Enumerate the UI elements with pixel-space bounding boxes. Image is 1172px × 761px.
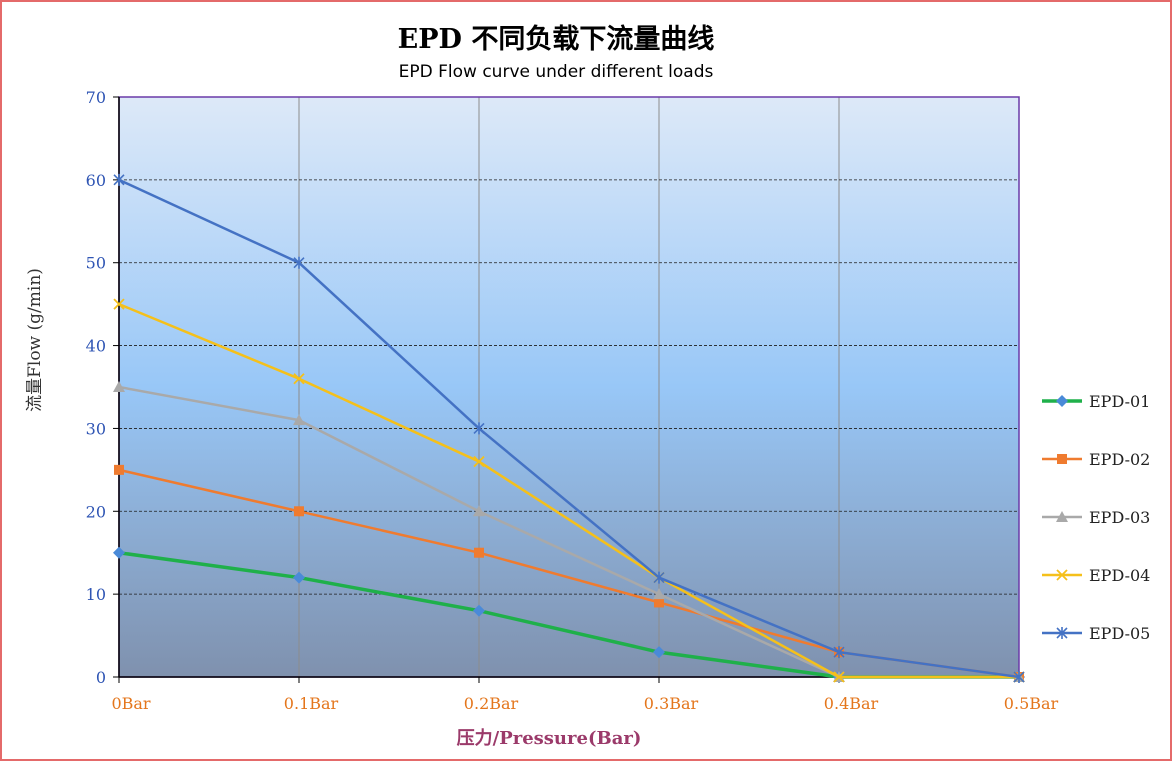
data-point-star (113, 173, 125, 186)
data-point-x (113, 298, 125, 310)
data-point-star (473, 422, 485, 435)
legend-item-epd-05: EPD-05 (1042, 624, 1150, 643)
legend-label: EPD-01 (1089, 392, 1150, 411)
data-point-star (1013, 671, 1025, 683)
y-tick-label: 50 (86, 254, 106, 273)
data-point-square (114, 464, 124, 475)
x-tick-label: 0.1Bar (284, 694, 339, 713)
data-point-x (293, 373, 305, 385)
data-point-square (654, 597, 664, 608)
y-tick-label: 60 (86, 171, 106, 190)
data-point-triangle (293, 414, 305, 426)
legend-label: EPD-03 (1089, 508, 1150, 527)
data-point-triangle (113, 381, 125, 392)
legend-label: EPD-04 (1089, 566, 1150, 585)
data-point-square (294, 506, 304, 517)
x-tick-label: 0.3Bar (644, 694, 699, 713)
grid-lines (119, 97, 1019, 677)
data-point-diamond (1056, 395, 1068, 407)
data-point-star (293, 256, 305, 269)
x-tick-label: 0.2Bar (464, 694, 519, 713)
series-group (113, 173, 1025, 683)
data-point-square (1057, 454, 1067, 464)
legend-item-epd-01: EPD-01 (1042, 392, 1150, 411)
chart-subtitle: EPD Flow curve under different loads (399, 62, 714, 82)
y-tick-label: 70 (86, 88, 106, 107)
y-tick-labels: 0 10 20 30 40 50 60 70 (86, 88, 106, 687)
data-point-square (474, 547, 484, 558)
y-tick-label: 30 (86, 419, 106, 438)
plot-area (119, 97, 1019, 677)
data-point-triangle (473, 505, 485, 517)
legend-item-epd-02: EPD-02 (1042, 450, 1150, 469)
data-point-x (833, 671, 845, 683)
y-tick-label: 20 (86, 502, 106, 521)
data-point-x (1056, 569, 1068, 581)
data-point-diamond (113, 546, 125, 559)
x-tick-label: 0Bar (111, 694, 150, 713)
legend-item-epd-04: EPD-04 (1042, 566, 1150, 585)
chart-title: EPD 不同负载下流量曲线 (398, 24, 715, 55)
legend-item-epd-03: EPD-03 (1042, 508, 1150, 527)
series-line (118, 302, 1019, 679)
series-line (118, 178, 1020, 679)
x-axis-label: 压力/Pressure(Bar) (457, 728, 642, 749)
legend-label: EPD-02 (1089, 450, 1150, 469)
data-point-star (833, 646, 845, 659)
data-point-star (653, 571, 665, 584)
data-point-diamond (473, 604, 485, 617)
data-point-diamond (653, 646, 665, 659)
x-tick-labels: 0Bar 0.1Bar 0.2Bar 0.3Bar 0.4Bar 0.5Bar (111, 694, 1058, 713)
data-point-diamond (293, 571, 305, 584)
series-epd-05 (113, 173, 1025, 683)
y-tick-label: 0 (96, 668, 106, 687)
y-tick-label: 40 (86, 337, 106, 356)
y-tick-label: 10 (86, 585, 106, 604)
data-point-triangle (1056, 511, 1068, 522)
data-point-triangle (653, 588, 665, 600)
x-tick-label: 0.5Bar (1004, 694, 1059, 713)
y-axis-label: 流量Flow (g/min) (25, 268, 45, 412)
data-point-x (473, 455, 485, 468)
x-tick-label: 0.4Bar (824, 694, 879, 713)
data-point-star (1056, 627, 1068, 639)
legend-label: EPD-05 (1089, 624, 1150, 643)
legend: EPD-01 EPD-02 EPD-03 EPD-04 EPD-05 (1042, 392, 1150, 643)
